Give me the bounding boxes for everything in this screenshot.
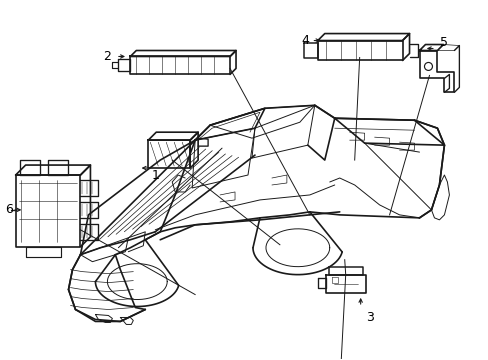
Text: 3: 3 — [365, 311, 373, 324]
Text: 1: 1 — [151, 168, 159, 181]
Text: 6: 6 — [5, 203, 13, 216]
Text: 2: 2 — [103, 50, 111, 63]
Text: 4: 4 — [300, 34, 308, 47]
Text: 5: 5 — [440, 36, 447, 49]
